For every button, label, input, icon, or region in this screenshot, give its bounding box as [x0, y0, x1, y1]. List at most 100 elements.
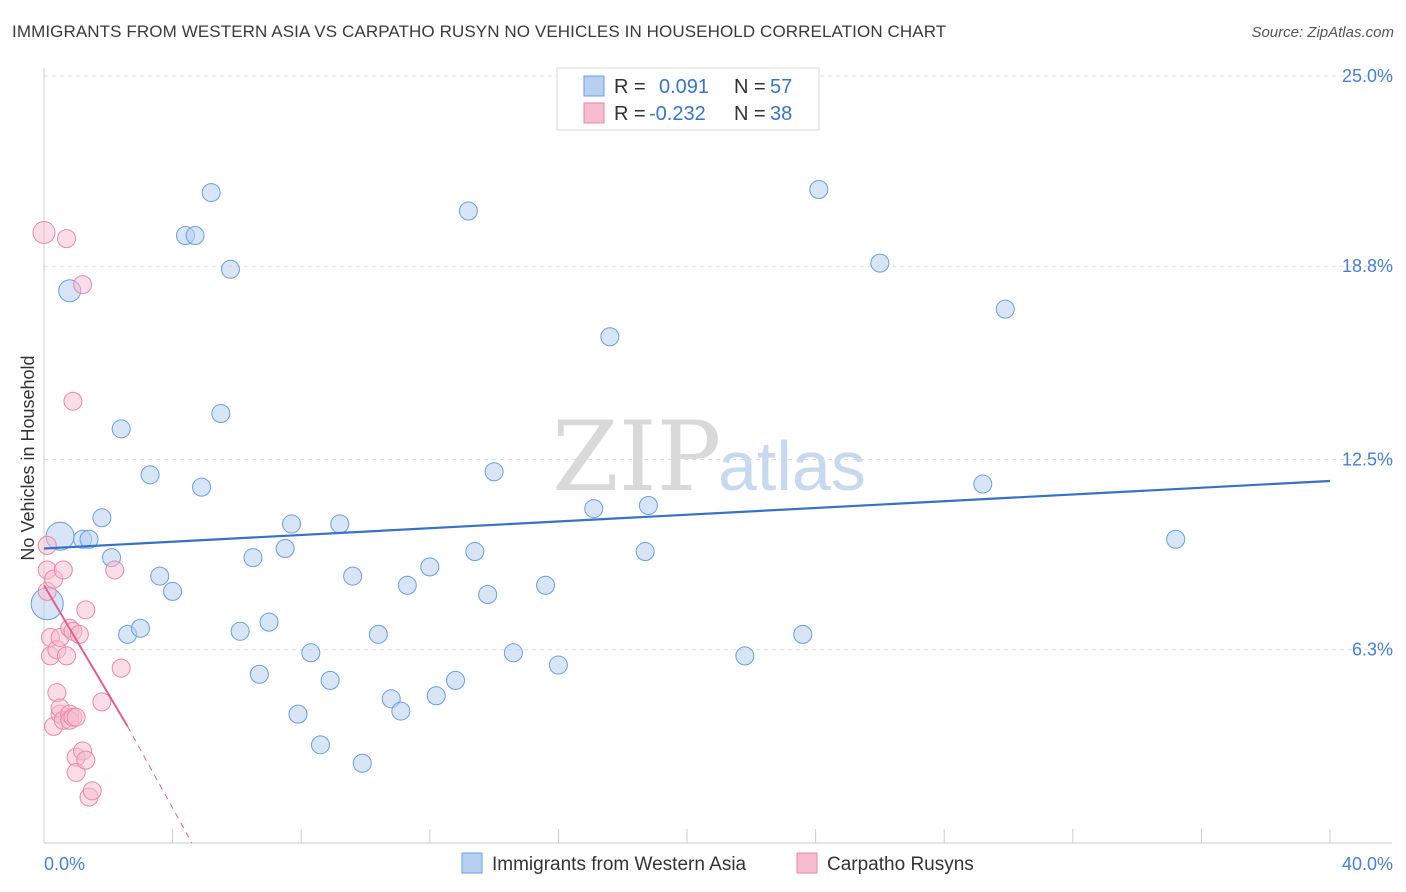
western-asia-point-56 — [1166, 529, 1186, 549]
source-credit: Source: ZipAtlas.com — [1251, 24, 1394, 41]
carpatho-rusyn-point-0 — [32, 220, 56, 244]
y-axis-label: No Vehicles in Household — [18, 355, 38, 560]
western-asia-point-39 — [458, 201, 478, 221]
western-asia-point-50 — [735, 646, 755, 666]
carpatho-rusyn-point-30 — [76, 750, 96, 770]
legend-r-value-2: -0.232 — [649, 103, 706, 125]
western-asia-point-11 — [150, 566, 170, 586]
carpatho-rusyn-point-13 — [53, 560, 73, 580]
western-asia-point-51 — [793, 624, 813, 644]
legend-swatch-blue — [583, 75, 605, 97]
trend-lines — [43, 479, 1331, 844]
carpatho-rusyn-point-33 — [92, 692, 112, 712]
western-asia-point-24 — [282, 514, 302, 534]
x-tick-labels: 0.0% 40.0% — [44, 854, 1393, 874]
western-asia-point-4 — [79, 529, 99, 549]
bottom-legend-swatch-pink — [796, 852, 818, 874]
western-asia-point-22 — [259, 612, 279, 632]
x-tick-label-0: 0.0% — [44, 854, 85, 874]
western-asia-point-28 — [320, 670, 340, 690]
western-asia-point-48 — [635, 542, 655, 562]
bottom-legend-label-2: Carpatho Rusyns — [827, 854, 974, 875]
western-asia-point-27 — [310, 735, 330, 755]
western-asia-point-21 — [249, 664, 269, 684]
western-asia-point-29 — [330, 514, 350, 534]
western-asia-point-30 — [343, 566, 363, 586]
western-asia-point-14 — [185, 226, 205, 246]
western-asia-point-26 — [301, 643, 321, 663]
bottom-legend-swatch-blue — [461, 852, 483, 874]
watermark-atlas: atlas — [718, 427, 866, 505]
western-asia-point-19 — [230, 621, 250, 641]
carpatho-rusyn-point-27 — [73, 275, 93, 295]
western-asia-point-34 — [391, 701, 411, 721]
legend-box: R = 0.091 N = 57 R = -0.232 N = 38 — [556, 67, 820, 131]
grid-lines — [44, 75, 1392, 651]
series-carpatho-rusyn-points — [32, 220, 131, 807]
western-asia-point-9 — [130, 618, 150, 638]
axes — [43, 68, 1392, 844]
y-tick-label-1: 12.5% — [1342, 450, 1393, 470]
y-tick-labels: 6.3% 12.5% 18.8% 25.0% — [1342, 66, 1393, 660]
legend-swatch-pink — [583, 102, 605, 124]
western-asia-point-53 — [870, 253, 890, 273]
bottom-legend: Immigrants from Western Asia Carpatho Ru… — [461, 852, 974, 875]
western-asia-point-15 — [192, 477, 212, 497]
western-asia-point-5 — [92, 508, 112, 528]
legend-r-label-2: R = — [614, 103, 646, 125]
western-asia-point-31 — [352, 753, 372, 773]
western-asia-point-36 — [420, 557, 440, 577]
carpatho-rusyn-trend-extension — [127, 726, 193, 844]
western-asia-point-49 — [638, 496, 658, 516]
carpatho-rusyn-point-15 — [57, 229, 77, 249]
carpatho-rusyn-point-1 — [37, 535, 57, 555]
western-asia-point-32 — [368, 624, 388, 644]
western-asia-point-16 — [201, 183, 221, 203]
legend-r-label-1: R = — [614, 76, 646, 98]
western-asia-point-47 — [600, 327, 620, 347]
legend-n-label-1: N = — [734, 76, 766, 98]
western-asia-point-25 — [288, 704, 308, 724]
carpatho-rusyn-point-9 — [47, 683, 67, 703]
western-asia-point-45 — [548, 655, 568, 675]
legend-n-label-2: N = — [734, 103, 766, 125]
carpatho-rusyn-trend-line — [43, 584, 129, 727]
carpatho-rusyn-point-20 — [63, 391, 83, 411]
western-asia-point-38 — [446, 670, 466, 690]
western-asia-point-46 — [584, 499, 604, 519]
western-asia-point-10 — [140, 465, 160, 485]
western-asia-point-44 — [536, 575, 556, 595]
carpatho-rusyn-point-32 — [82, 781, 102, 801]
western-asia-point-17 — [211, 403, 231, 423]
western-asia-point-55 — [995, 299, 1015, 319]
bottom-legend-label-1: Immigrants from Western Asia — [492, 854, 747, 875]
carpatho-rusyn-point-34 — [105, 560, 125, 580]
x-tick-marks — [43, 829, 1331, 843]
western-asia-point-20 — [243, 548, 263, 568]
western-asia-point-23 — [275, 538, 295, 558]
western-asia-point-42 — [484, 462, 504, 482]
y-tick-label-0: 6.3% — [1352, 640, 1393, 660]
western-asia-point-40 — [465, 542, 485, 562]
y-tick-label-2: 18.8% — [1342, 256, 1393, 276]
western-asia-trend-line — [43, 479, 1331, 550]
carpatho-rusyn-point-35 — [111, 658, 131, 678]
y-tick-label-3: 25.0% — [1342, 66, 1393, 86]
legend-n-value-2: 38 — [770, 103, 792, 125]
carpatho-rusyn-point-29 — [76, 600, 96, 620]
western-asia-point-41 — [478, 584, 498, 604]
western-asia-point-35 — [397, 575, 417, 595]
western-asia-point-37 — [426, 686, 446, 706]
western-asia-point-54 — [973, 474, 993, 494]
western-asia-point-7 — [111, 419, 131, 439]
western-asia-point-18 — [220, 259, 240, 279]
western-asia-point-52 — [809, 180, 829, 200]
legend-n-value-1: 57 — [770, 76, 792, 98]
legend-r-value-1: 0.091 — [659, 76, 709, 98]
western-asia-point-43 — [503, 643, 523, 663]
x-tick-label-1: 40.0% — [1342, 854, 1393, 874]
watermark-zip: ZIP — [552, 401, 721, 513]
carpatho-rusyn-point-23 — [66, 707, 86, 727]
carpatho-rusyn-point-16 — [57, 646, 77, 666]
